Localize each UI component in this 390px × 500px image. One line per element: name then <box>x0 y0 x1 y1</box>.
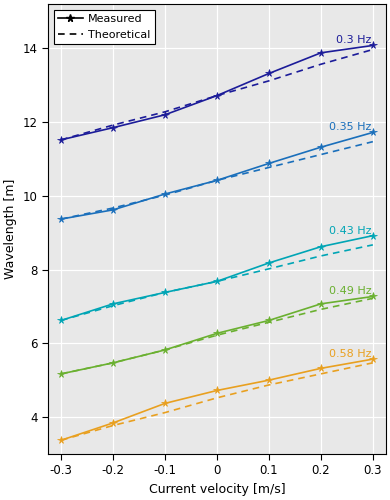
Text: 0.35 Hz: 0.35 Hz <box>330 122 372 132</box>
Text: 0.3 Hz: 0.3 Hz <box>337 36 372 46</box>
Text: 0.43 Hz: 0.43 Hz <box>329 226 372 235</box>
Legend: Measured, Theoretical: Measured, Theoretical <box>54 10 155 44</box>
Y-axis label: Wavelength [m]: Wavelength [m] <box>4 179 17 279</box>
X-axis label: Current velocity [m/s]: Current velocity [m/s] <box>149 483 285 496</box>
Text: 0.58 Hz: 0.58 Hz <box>329 349 372 359</box>
Text: 0.49 Hz: 0.49 Hz <box>329 286 372 296</box>
